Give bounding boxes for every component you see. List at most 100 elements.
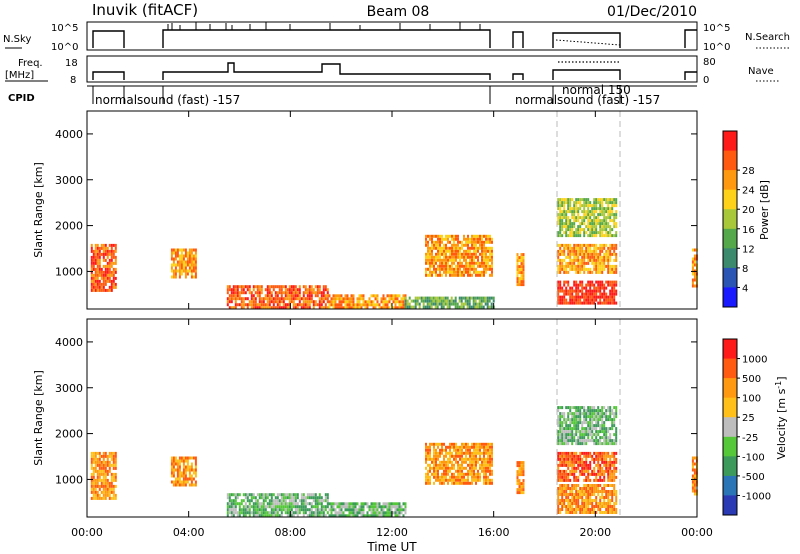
data-cell [90, 463, 93, 467]
date-title: 01/Dec/2010 [607, 4, 697, 20]
data-cell [571, 207, 574, 211]
data-cell [286, 291, 289, 295]
data-cell [451, 460, 453, 464]
data-cell [437, 252, 439, 256]
data-cell [585, 508, 588, 511]
data-cell [522, 473, 525, 477]
data-cell [579, 261, 582, 265]
data-cell [294, 288, 297, 292]
data-cell [583, 439, 586, 443]
data-cell [340, 300, 343, 304]
data-cell [609, 490, 612, 493]
data-cell [300, 505, 303, 509]
data-cell [362, 505, 365, 509]
data-cell [478, 296, 481, 300]
data-cell [571, 301, 574, 305]
data-cell [577, 283, 580, 287]
data-cell [561, 213, 564, 217]
data-cell [112, 472, 115, 476]
data-cell [238, 297, 241, 301]
data-cell [599, 213, 602, 217]
data-cell [561, 258, 564, 262]
data-cell [557, 264, 560, 268]
data-cell [467, 469, 469, 473]
data-cell [607, 207, 610, 211]
data-cell [292, 285, 295, 289]
data-cell [260, 297, 263, 301]
data-cell [446, 305, 449, 309]
data-cell [451, 258, 453, 262]
data-cell [589, 243, 592, 247]
data-cell [234, 306, 237, 310]
data-region-2 [170, 248, 197, 279]
data-cell [611, 295, 614, 299]
data-cell [577, 418, 580, 422]
data-cell [439, 463, 441, 467]
data-cell [435, 442, 437, 446]
data-cell [108, 487, 111, 491]
data-cell [368, 508, 371, 512]
data-cell [595, 439, 598, 443]
data-cell [577, 478, 580, 482]
data-cell [346, 306, 349, 310]
data-cell [244, 291, 247, 295]
data-cell [481, 243, 483, 247]
data-cell [597, 258, 600, 262]
data-cell [615, 267, 618, 271]
data-cell [465, 264, 467, 268]
data-cell [579, 264, 582, 268]
data-cell [455, 481, 457, 485]
data-cell [579, 508, 582, 511]
data-cell [342, 511, 345, 515]
data-cell [90, 466, 93, 470]
data-cell [447, 258, 449, 262]
data-cell [260, 288, 263, 292]
data-cell [240, 303, 243, 307]
data-cell [579, 451, 582, 455]
data-cell [465, 451, 467, 455]
data-cell [270, 300, 273, 304]
data-cell [483, 448, 485, 452]
data-cell [607, 415, 610, 419]
data-cell [577, 406, 580, 410]
data-cell [262, 511, 265, 515]
data-cell [96, 288, 99, 292]
data-cell [324, 285, 327, 289]
data-cell [462, 302, 465, 306]
data-cell [172, 260, 175, 264]
data-cell [587, 198, 590, 202]
data-cell [595, 255, 598, 259]
data-cell [330, 514, 333, 518]
data-cell [593, 439, 596, 443]
data-cell [609, 243, 612, 247]
data-cell [182, 459, 185, 463]
data-cell [485, 460, 487, 464]
data-cell [559, 490, 562, 493]
data-cell [609, 457, 612, 461]
data-cell [284, 505, 287, 509]
data-cell [304, 300, 307, 304]
data-cell [609, 406, 612, 410]
data-cell [429, 255, 431, 259]
data-cell [591, 261, 594, 265]
data-cell [491, 472, 493, 476]
data-cell [609, 207, 612, 211]
data-cell [587, 267, 590, 271]
data-cell [302, 493, 305, 497]
data-cell [396, 294, 399, 298]
data-cell [581, 216, 584, 220]
data-cell [491, 270, 493, 274]
colorbar-tick-label: 500 [742, 374, 761, 385]
data-cell [609, 460, 612, 464]
data-cell [344, 514, 347, 518]
data-cell [318, 499, 321, 503]
data-cell [340, 502, 343, 506]
data-cell [254, 303, 257, 307]
data-cell [334, 306, 337, 310]
data-cell [605, 219, 608, 223]
data-cell [587, 466, 590, 470]
data-cell [577, 499, 580, 502]
data-cell [186, 254, 189, 258]
data-cell [585, 421, 588, 425]
